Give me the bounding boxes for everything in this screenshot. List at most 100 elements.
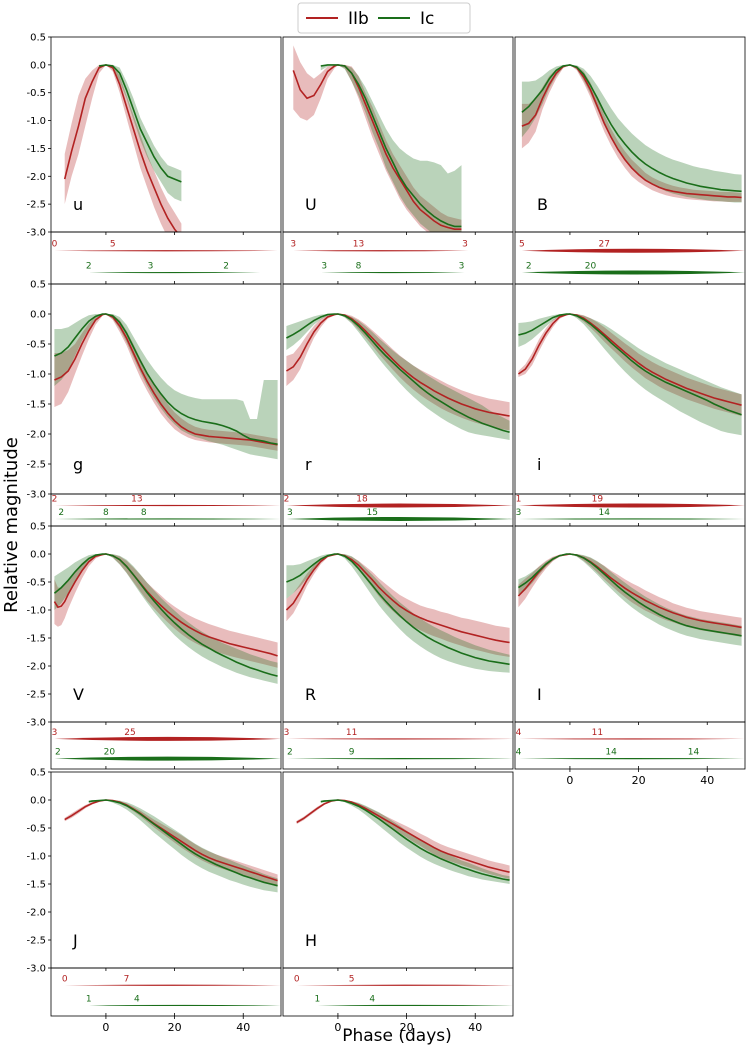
panel-I: I 4 11 4 14 14 0 20 40	[514, 525, 746, 787]
y-tick-label: -1.5	[26, 634, 46, 645]
line-ic-u	[98, 64, 182, 183]
count-label: 5	[349, 974, 355, 984]
count-label: 20	[104, 748, 116, 758]
line-ic-r	[286, 313, 510, 433]
y-tick-label: -3.0	[26, 964, 46, 975]
y-tick-label: -1.0	[26, 606, 46, 617]
count-label: 3	[459, 262, 465, 272]
count-bar-iib	[518, 503, 745, 508]
y-tick-label: -2.0	[26, 908, 46, 919]
band-ic-U	[320, 64, 462, 232]
count-bar-iib	[293, 250, 469, 252]
plot-area	[517, 313, 742, 436]
band-label: H	[305, 931, 317, 950]
band-label: B	[537, 195, 548, 214]
band-ic-H	[320, 800, 510, 884]
count-label: 0	[62, 974, 68, 984]
count-bar-iib	[64, 984, 281, 986]
count-bar-iib	[518, 738, 745, 740]
legend-iib-label: IIb	[348, 9, 369, 29]
plot-area	[63, 64, 182, 232]
panel-H: H0 51 40 20 40	[282, 771, 514, 1034]
count-label: 15	[367, 508, 378, 518]
y-tick-label: -3.0	[26, 228, 46, 239]
count-label: 3	[462, 240, 468, 250]
line-ic-H	[320, 799, 510, 881]
band-ic-V	[54, 554, 278, 684]
line-iib-r	[285, 313, 510, 417]
y-tick-label: -1.5	[26, 400, 46, 411]
count-label: 27	[599, 240, 610, 250]
y-tick-label: 0.5	[30, 768, 46, 779]
count-label: 2	[58, 508, 64, 518]
y-tick-label: -2.5	[26, 690, 46, 701]
count-bar-ic	[88, 1004, 281, 1007]
plot-area	[292, 45, 462, 232]
count-label: 13	[353, 240, 364, 250]
count-label: 3	[284, 728, 290, 738]
band-label: R	[305, 685, 316, 704]
legend-ic-label: Ic	[420, 9, 434, 29]
count-bar-iib	[286, 738, 513, 740]
y-tick-label: -2.5	[26, 200, 46, 211]
y-tick-label: -0.5	[26, 578, 46, 589]
count-label: 2	[223, 262, 229, 272]
count-label: 5	[110, 240, 116, 250]
band-iib-g	[54, 314, 278, 451]
line-ic-R	[286, 553, 510, 666]
count-frame	[282, 967, 514, 1017]
y-tick-label: -2.0	[26, 172, 46, 183]
count-frame	[514, 493, 746, 527]
count-label: 2	[287, 748, 293, 758]
band-label: g	[73, 455, 83, 474]
y-tick-label: -0.5	[26, 340, 46, 351]
y-axis-label: Relative magnitude	[1, 437, 22, 613]
panel-g: g 2 13 2 8 8 0.5 0.0 -0.5 -1.0 -1.5 -2.0 -2.5 -3.0	[26, 280, 282, 527]
count-frame	[514, 231, 746, 285]
line-ic-i	[518, 313, 742, 416]
line-iib-R	[285, 553, 510, 644]
x-tick-label: 40	[236, 1021, 250, 1034]
band-label: i	[537, 455, 541, 474]
count-label: 7	[124, 974, 130, 984]
count-label: 2	[86, 262, 92, 272]
band-label: V	[73, 685, 84, 704]
count-bar-ic	[518, 758, 745, 760]
line-ic-g	[54, 313, 278, 445]
y-tick-label: 0.0	[30, 796, 46, 807]
y-tick-label: -2.5	[26, 936, 46, 947]
count-label: 18	[356, 495, 368, 505]
x-tick-label: 20	[632, 774, 646, 787]
band-iib-H	[296, 800, 510, 879]
y-tick-label: -0.5	[26, 824, 46, 835]
panels: u0 52 3 20.50.0-0.5-1.0-1.5-2.0-2.5-3.0U3 13…	[26, 33, 746, 1034]
count-label: 4	[516, 748, 522, 758]
y-tick-label: -3.0	[26, 718, 46, 729]
y-tick-label: 0.0	[30, 60, 46, 71]
band-ic-g	[54, 314, 278, 460]
band-label: u	[73, 195, 83, 214]
count-bar-ic	[54, 756, 282, 761]
count-label: 0	[294, 974, 300, 984]
count-label: 11	[346, 728, 357, 738]
count-label: 2	[52, 495, 58, 505]
line-iib-V	[53, 553, 278, 657]
count-label: 9	[349, 748, 355, 758]
count-label: 3	[516, 508, 522, 518]
line-iib-B	[521, 64, 742, 199]
count-bar-ic	[54, 518, 282, 520]
count-label: 4	[369, 994, 375, 1004]
panel-J: J0 71 40.50.0-0.5-1.0-1.5-2.0-2.5-3.00 20 40	[26, 768, 282, 1034]
count-label: 1	[86, 994, 92, 1004]
main-frame	[282, 36, 514, 233]
y-tick-label: -2.5	[26, 460, 46, 471]
count-bar-ic	[518, 518, 745, 520]
count-label: 19	[592, 495, 604, 505]
y-tick-label: -2.0	[26, 430, 46, 441]
line-ic-J	[88, 799, 278, 887]
band-label: J	[72, 931, 78, 950]
band-iib-B	[521, 64, 742, 202]
count-label: 3	[321, 262, 327, 272]
count-label: 11	[592, 728, 603, 738]
